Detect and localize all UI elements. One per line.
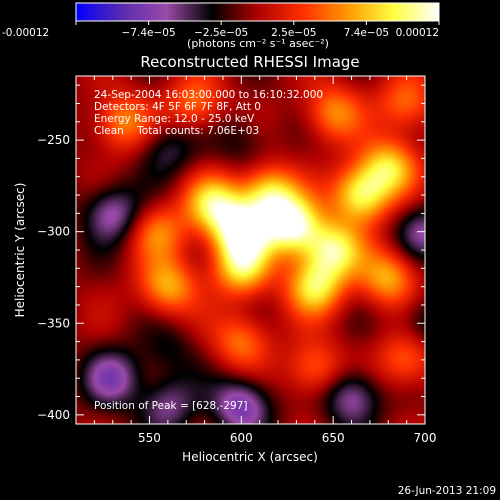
plot-timestamp: 26-Jun-2013 21:09 — [398, 485, 496, 497]
y-tick-label: −250 — [37, 133, 70, 147]
colorbar-tick-label: −7.4e−05 — [122, 27, 176, 39]
x-axis-label: Heliocentric X (arcsec) — [182, 450, 318, 464]
x-tick-label: 650 — [322, 431, 345, 445]
heatmap-image — [76, 76, 425, 424]
y-tick-label: −300 — [37, 225, 70, 239]
colorbar-tick-label: 0.00012 — [396, 27, 439, 39]
y-tick-label: −350 — [37, 316, 70, 330]
annotation-time-range: 24-Sep-2004 16:03:00.000 to 16:10:32.000 — [94, 89, 323, 101]
y-tick-label: −400 — [37, 408, 70, 422]
annotation-energy-range: Energy Range: 12.0 - 25.0 keV — [94, 113, 255, 125]
annotation-detectors: Detectors: 4F 5F 6F 7F 8F, Att 0 — [94, 101, 261, 113]
x-tick-label: 600 — [230, 431, 253, 445]
x-tick-label: 550 — [138, 431, 161, 445]
colorbar-tick-label: 2.5e−05 — [271, 27, 316, 39]
colorbar-tick-label: −2.5e−05 — [194, 27, 248, 39]
colorbar-unit-label: (photons cm⁻² s⁻¹ asec⁻²) — [187, 37, 329, 50]
chart-title: Reconstructed RHESSI Image — [140, 53, 359, 71]
colorbar-tick-label: -0.00012 — [2, 27, 49, 39]
annotation-peak-position: Position of Peak = [628,-297] — [94, 400, 248, 412]
colorbar — [75, 2, 440, 22]
annotation-algorithm-counts: Clean Total counts: 7.06E+03 — [94, 125, 259, 137]
colorbar-ticks: -0.00012 −7.4e−05 −2.5e−05 2.5e−05 7.4e−05 0.… — [2, 21, 440, 39]
colorbar-tick-label: 7.4e−05 — [344, 27, 389, 39]
axis-ticks: 550 600 650 700 −250 −300 −350 −400 — [37, 76, 436, 445]
x-tick-label: 700 — [414, 431, 437, 445]
y-axis-label: Heliocentric Y (arcsec) — [13, 183, 27, 318]
